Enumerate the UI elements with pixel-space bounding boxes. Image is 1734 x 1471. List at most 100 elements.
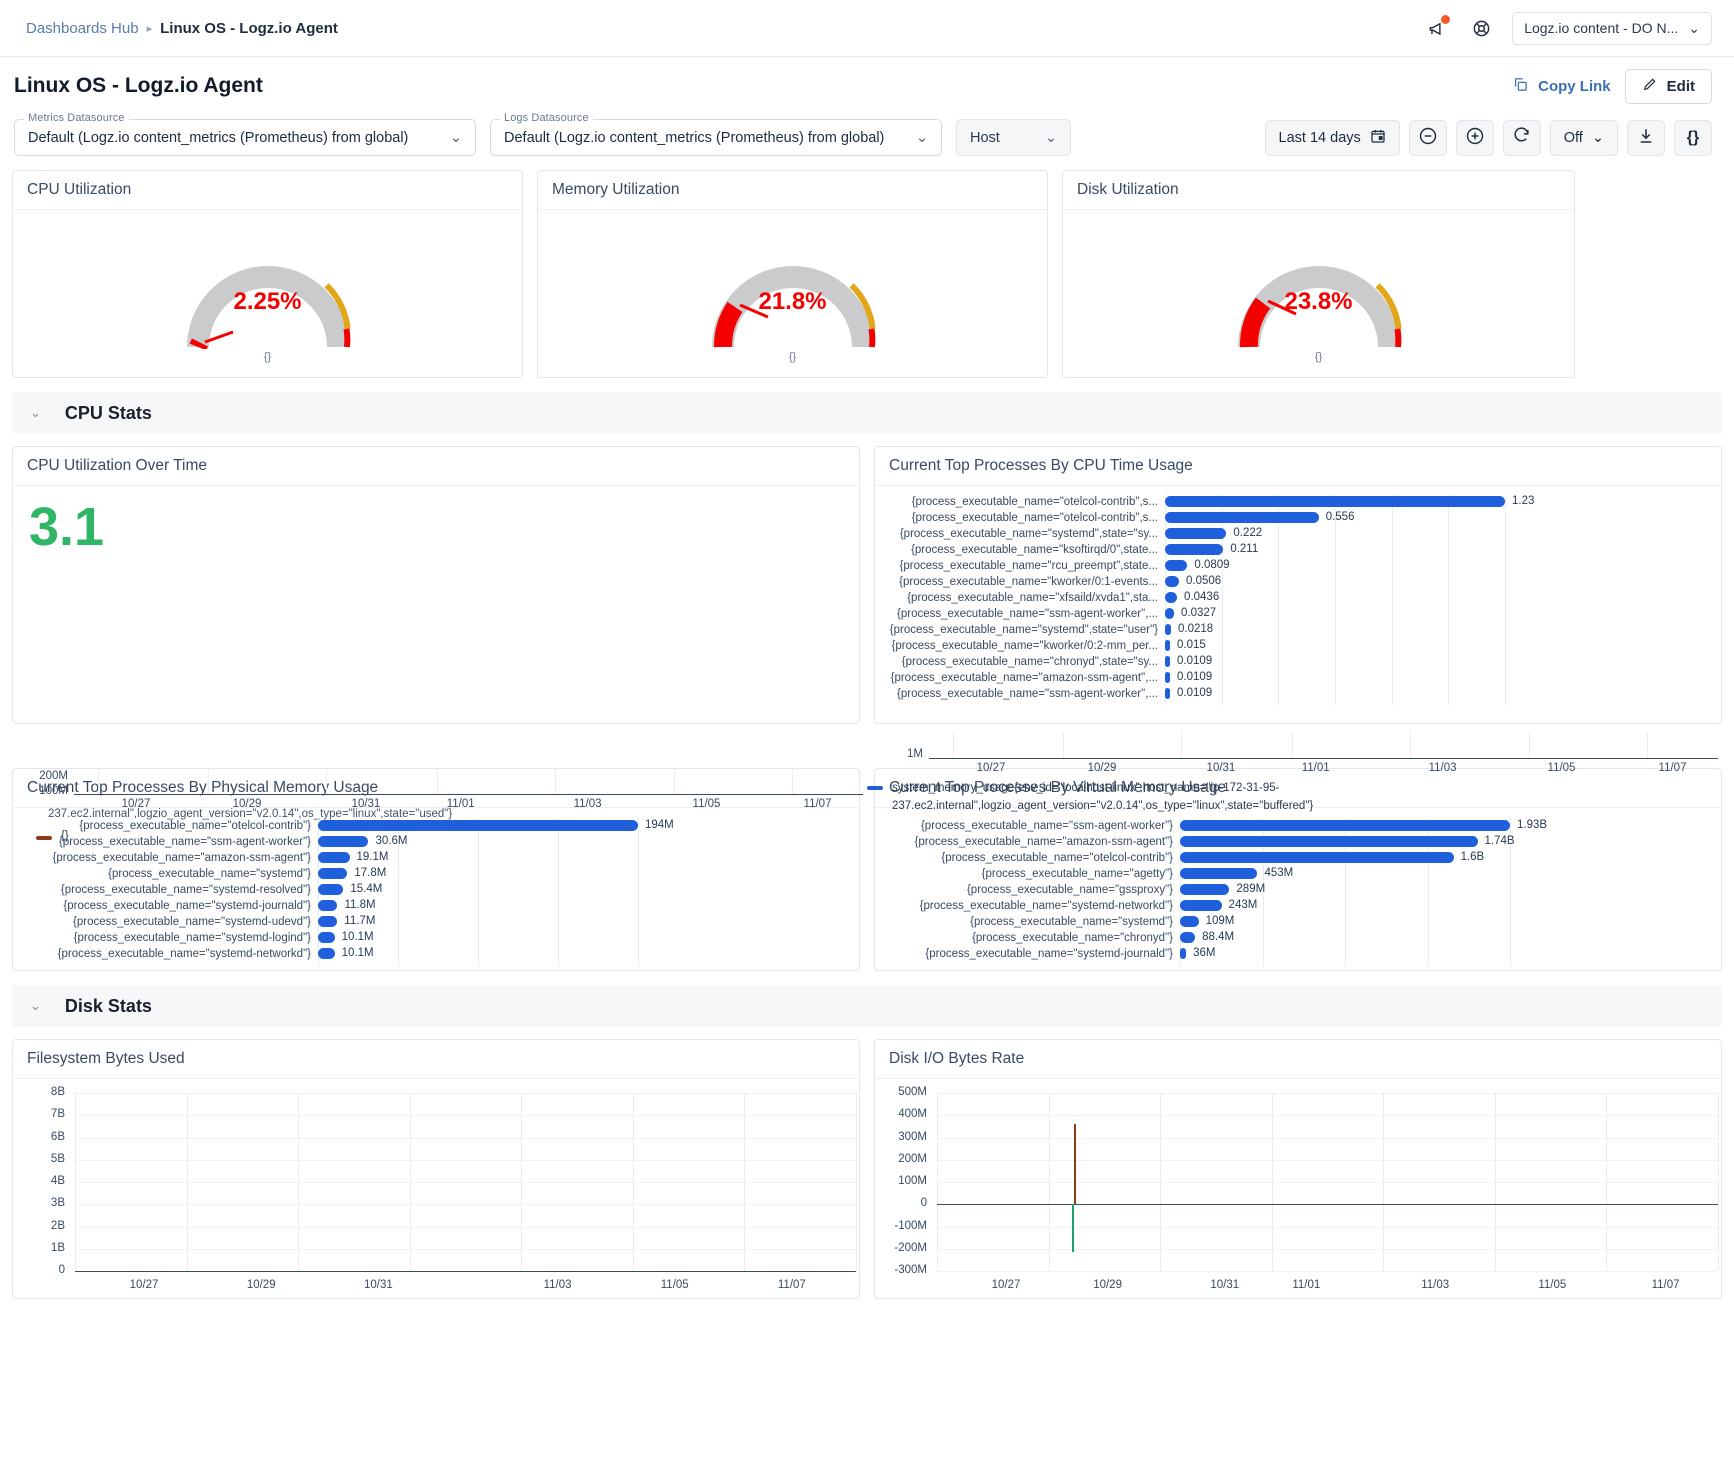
bar-chart-row[interactable]: {process_executable_name="systemd-networ…: [875, 898, 1721, 914]
bar-chart-row[interactable]: {process_executable_name="ssm-agent-work…: [13, 834, 859, 850]
bar[interactable]: [318, 868, 348, 879]
gridline: [1160, 1093, 1162, 1271]
bar[interactable]: [1165, 640, 1170, 651]
refresh-interval-select[interactable]: Off ⌄: [1549, 119, 1618, 156]
bar[interactable]: [1180, 852, 1454, 863]
bar[interactable]: [318, 820, 638, 831]
gridline: [75, 1204, 856, 1206]
bar-category-label: {process_executable_name="amazon-ssm-age…: [914, 836, 1173, 848]
bar[interactable]: [1165, 656, 1170, 667]
bar-chart-row[interactable]: {process_executable_name="ksoftirqd/0",s…: [875, 542, 1721, 558]
bar[interactable]: [1180, 820, 1510, 831]
bar-chart-row[interactable]: {process_executable_name="ssm-agent-work…: [875, 606, 1721, 622]
bar-chart-row[interactable]: {process_executable_name="systemd-resolv…: [13, 882, 859, 898]
section-title: Disk Stats: [64, 995, 152, 1016]
bar[interactable]: [1180, 948, 1187, 959]
zoom-out-button[interactable]: [1408, 119, 1447, 156]
bar[interactable]: [1180, 900, 1222, 911]
bar-chart-row[interactable]: {process_executable_name="systemd-udevd"…: [13, 914, 859, 930]
bar-chart-row[interactable]: {process_executable_name="ssm-agent-work…: [875, 686, 1721, 702]
copy-link-button[interactable]: Copy Link: [1512, 76, 1611, 97]
bar-chart-row[interactable]: {process_executable_name="kworker/0:1-ev…: [875, 574, 1721, 590]
bar[interactable]: [1165, 688, 1170, 699]
bar[interactable]: [318, 948, 335, 959]
bar[interactable]: [318, 836, 369, 847]
bar-chart-row[interactable]: {process_executable_name="systemd"} 109M: [875, 914, 1721, 930]
edit-button[interactable]: Edit: [1624, 68, 1712, 104]
zoom-in-button[interactable]: [1455, 119, 1494, 156]
section-header-cpu-stats[interactable]: ⌄ CPU Stats: [12, 392, 1722, 434]
bar-chart-row[interactable]: {process_executable_name="systemd-networ…: [13, 946, 859, 962]
download-button[interactable]: [1627, 119, 1665, 156]
bar-chart-row[interactable]: {process_executable_name="systemd-journa…: [13, 898, 859, 914]
bar[interactable]: [318, 916, 338, 927]
bar-chart-row[interactable]: {process_executable_name="otelcol-contri…: [875, 510, 1721, 526]
bar[interactable]: [1165, 592, 1178, 603]
bar[interactable]: [1165, 512, 1319, 523]
bar[interactable]: [1180, 932, 1196, 943]
logs-datasource-select[interactable]: Logs Datasource Default (Logz.io content…: [490, 112, 942, 156]
bar-value-label: 0.0109: [1177, 671, 1213, 683]
time-range-picker[interactable]: Last 14 days: [1264, 119, 1400, 156]
bar-chart-row[interactable]: {process_executable_name="xfsaild/xvda1"…: [875, 590, 1721, 606]
bar-value-label: 88.4M: [1202, 931, 1235, 943]
bar[interactable]: [1165, 608, 1175, 619]
bar[interactable]: [1165, 576, 1179, 587]
bar-chart-row[interactable]: {process_executable_name="gssproxy"} 289M: [875, 882, 1721, 898]
bar-chart-row[interactable]: {process_executable_name="amazon-ssm-age…: [875, 834, 1721, 850]
bar[interactable]: [1165, 544, 1224, 555]
bar[interactable]: [1165, 672, 1170, 683]
bar[interactable]: [1180, 884, 1230, 895]
bar-chart-row[interactable]: {process_executable_name="otelcol-contri…: [875, 494, 1721, 510]
bar-value-label: 0.0809: [1194, 559, 1230, 571]
bar-value-label: 289M: [1236, 883, 1266, 895]
org-selector[interactable]: Logz.io content - DO N... ⌄: [1512, 11, 1712, 45]
bar[interactable]: [318, 932, 335, 943]
metrics-datasource-select[interactable]: Metrics Datasource Default (Logz.io cont…: [14, 112, 476, 156]
bar-chart-row[interactable]: {process_executable_name="systemd-logind…: [13, 930, 859, 946]
section-header-disk-stats[interactable]: ⌄ Disk Stats: [12, 985, 1722, 1027]
gauge-subtitle: {}: [1314, 350, 1323, 363]
refresh-button[interactable]: [1502, 119, 1541, 156]
bar-track: 36M: [1180, 946, 1721, 962]
bar-track: 0.222: [1165, 526, 1721, 542]
bar[interactable]: [1180, 836, 1478, 847]
bar-chart-row[interactable]: {process_executable_name="systemd"} 17.8M: [13, 866, 859, 882]
bar-chart-row[interactable]: {process_executable_name="otelcol-contri…: [875, 850, 1721, 866]
bar-chart-row[interactable]: {process_executable_name="rcu_preempt",s…: [875, 558, 1721, 574]
lifebuoy-icon[interactable]: [1468, 15, 1494, 41]
bar[interactable]: [318, 852, 350, 863]
megaphone-icon[interactable]: [1424, 15, 1451, 41]
bar[interactable]: [1180, 868, 1258, 879]
bar-track: 1.74B: [1180, 834, 1721, 850]
overlay-legend[interactable]: {}: [36, 830, 69, 842]
bar[interactable]: [318, 900, 338, 911]
bar[interactable]: [1180, 916, 1199, 927]
panel-title: Memory Utilization: [538, 171, 1047, 210]
gridline: [75, 1226, 856, 1228]
bar-chart-row[interactable]: {process_executable_name="ssm-agent-work…: [875, 818, 1721, 834]
bar[interactable]: [318, 884, 344, 895]
host-select[interactable]: Host ⌄: [956, 119, 1071, 156]
bar-chart-row[interactable]: {process_executable_name="chronyd",state…: [875, 654, 1721, 670]
bar[interactable]: [1165, 560, 1188, 571]
bar-chart-row[interactable]: {process_executable_name="chronyd"} 88.4M: [875, 930, 1721, 946]
bar-category-label: {process_executable_name="kworker/0:2-mm…: [891, 640, 1158, 652]
bar-chart-row[interactable]: {process_executable_name="systemd",state…: [875, 622, 1721, 638]
bar[interactable]: [1165, 528, 1227, 539]
bar-chart-row[interactable]: {process_executable_name="agetty"} 453M: [875, 866, 1721, 882]
bar-chart-row[interactable]: {process_executable_name="systemd",state…: [875, 526, 1721, 542]
json-view-button[interactable]: {}: [1674, 119, 1712, 156]
bar-chart-row[interactable]: {process_executable_name="amazon-ssm-age…: [875, 670, 1721, 686]
bar-value-label: 17.8M: [354, 867, 387, 879]
bar-chart-row[interactable]: {process_executable_name="amazon-ssm-age…: [13, 850, 859, 866]
breadcrumb-root[interactable]: Dashboards Hub: [26, 19, 139, 37]
bar-chart-row[interactable]: {process_executable_name="otelcol-contri…: [13, 818, 859, 834]
bar-chart-row[interactable]: {process_executable_name="systemd-journa…: [875, 946, 1721, 962]
bar[interactable]: [1165, 624, 1172, 635]
bar-chart-row[interactable]: {process_executable_name="kworker/0:2-mm…: [875, 638, 1721, 654]
memory-series-legend[interactable]: system_memory_usage{env_id="localhost-li…: [867, 780, 1687, 816]
bar-value-label: 11.8M: [344, 899, 376, 911]
bar-track: 0.015: [1165, 638, 1721, 654]
bar[interactable]: [1165, 496, 1505, 507]
